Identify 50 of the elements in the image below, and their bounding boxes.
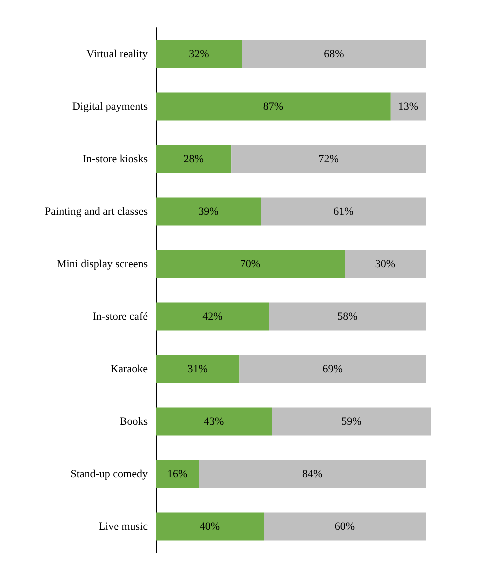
data-label: 68% [324,48,344,60]
bar [345,250,426,278]
y-tick-label: Karaoke [110,363,148,376]
data-label: 42% [202,310,223,323]
data-label: 28% [184,153,204,166]
data-label: 69% [322,363,343,376]
data-label: 70% [240,258,261,270]
data-label: 30% [375,258,396,270]
bar [156,355,240,384]
data-label: 16% [168,468,188,480]
data-label: 60% [334,520,356,533]
y-tick-label: Live music [98,520,148,533]
data-label: 32% [189,48,210,60]
bar [232,145,426,174]
data-label: 58% [338,310,358,323]
data-label: 39% [198,206,219,218]
y-tick-label: Digital payments [72,100,148,113]
y-tick-label: Mini display screens [56,258,148,270]
data-label: 84% [302,468,323,480]
bar [272,408,432,436]
y-tick-label: Books [120,416,148,428]
bar [156,460,200,488]
data-label: 31% [188,363,208,376]
bar [156,145,232,174]
bar [269,302,426,331]
bar [156,512,264,541]
data-label: 61% [334,206,354,218]
data-label: 40% [200,520,220,533]
bar [156,198,262,226]
bar [261,198,426,226]
bar [240,355,426,384]
bar [264,512,426,541]
y-tick-label: Stand-up comedy [70,468,148,480]
bar [156,302,270,331]
data-label: 43% [204,416,224,428]
bar [156,408,272,436]
bar [390,92,426,121]
y-tick-label: Painting and art classes [45,206,148,218]
y-tick-label: Virtual reality [86,48,148,60]
bar [199,460,426,488]
data-label: 72% [318,153,339,166]
y-tick-label: In-store café [92,310,148,323]
y-tick-label: In-store kiosks [82,153,148,166]
bar [242,40,426,68]
data-label: 87% [263,100,284,113]
bar [156,92,391,121]
data-label: 13% [398,100,419,113]
data-label: 59% [342,416,362,428]
bar [156,40,242,68]
bar [156,250,345,278]
